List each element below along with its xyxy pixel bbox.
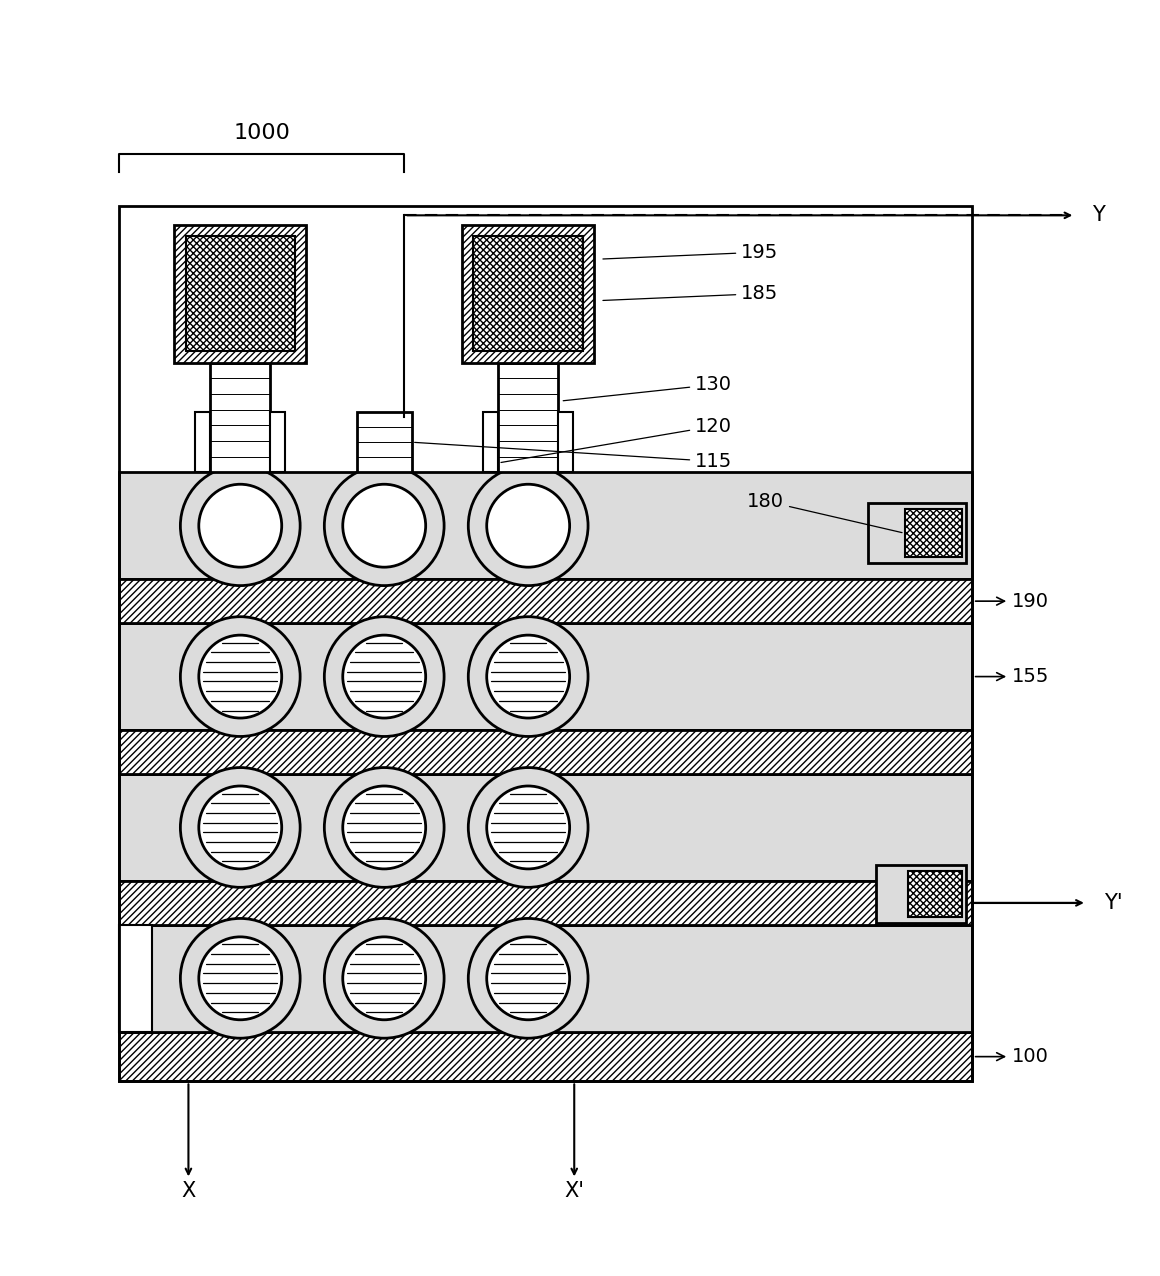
Circle shape bbox=[469, 466, 588, 586]
Circle shape bbox=[325, 919, 444, 1039]
Circle shape bbox=[469, 768, 588, 887]
Bar bbox=[186, 236, 295, 351]
Bar bbox=[210, 362, 270, 472]
Text: 190: 190 bbox=[976, 592, 1049, 611]
Circle shape bbox=[342, 485, 426, 567]
Bar bbox=[119, 623, 972, 730]
Bar bbox=[499, 362, 558, 472]
Circle shape bbox=[487, 937, 570, 1020]
Circle shape bbox=[325, 616, 444, 736]
Bar bbox=[119, 925, 152, 1032]
Bar bbox=[174, 225, 306, 362]
Circle shape bbox=[198, 937, 282, 1020]
Text: 185: 185 bbox=[603, 285, 778, 304]
Text: 1000: 1000 bbox=[233, 122, 290, 143]
Text: 100: 100 bbox=[976, 1048, 1049, 1067]
Text: Y': Y' bbox=[1104, 893, 1123, 912]
Circle shape bbox=[198, 786, 282, 869]
Text: 180: 180 bbox=[747, 491, 902, 532]
Text: X: X bbox=[181, 1180, 196, 1201]
Bar bbox=[356, 412, 412, 472]
Bar bbox=[473, 236, 582, 351]
Bar bbox=[119, 579, 972, 623]
Text: 120: 120 bbox=[501, 417, 732, 462]
Bar bbox=[119, 472, 972, 579]
Bar bbox=[908, 870, 963, 917]
Circle shape bbox=[180, 919, 300, 1039]
Bar bbox=[484, 412, 499, 472]
Text: 155: 155 bbox=[976, 667, 1050, 686]
Circle shape bbox=[487, 786, 570, 869]
Circle shape bbox=[325, 768, 444, 887]
Text: 115: 115 bbox=[414, 443, 732, 471]
Bar bbox=[876, 865, 966, 923]
Bar bbox=[195, 412, 210, 472]
Bar bbox=[868, 503, 966, 563]
Circle shape bbox=[180, 616, 300, 736]
Text: X': X' bbox=[564, 1180, 585, 1201]
Circle shape bbox=[469, 616, 588, 736]
Circle shape bbox=[342, 786, 426, 869]
Bar bbox=[119, 880, 972, 925]
Circle shape bbox=[487, 485, 570, 567]
Bar bbox=[462, 225, 594, 362]
Circle shape bbox=[180, 466, 300, 586]
Bar bbox=[119, 730, 972, 775]
Circle shape bbox=[198, 635, 282, 718]
Bar bbox=[119, 1032, 972, 1081]
Circle shape bbox=[487, 635, 570, 718]
Circle shape bbox=[198, 485, 282, 567]
Circle shape bbox=[342, 635, 426, 718]
Bar bbox=[905, 509, 963, 558]
Text: Y: Y bbox=[1093, 205, 1105, 226]
Circle shape bbox=[469, 919, 588, 1039]
Bar bbox=[119, 207, 972, 1081]
Bar bbox=[558, 412, 573, 472]
Circle shape bbox=[342, 937, 426, 1020]
Bar bbox=[119, 925, 972, 1032]
Text: 130: 130 bbox=[564, 375, 732, 401]
Bar bbox=[270, 412, 285, 472]
Circle shape bbox=[180, 768, 300, 887]
Circle shape bbox=[325, 466, 444, 586]
Text: 195: 195 bbox=[603, 242, 778, 262]
Bar bbox=[119, 775, 972, 880]
